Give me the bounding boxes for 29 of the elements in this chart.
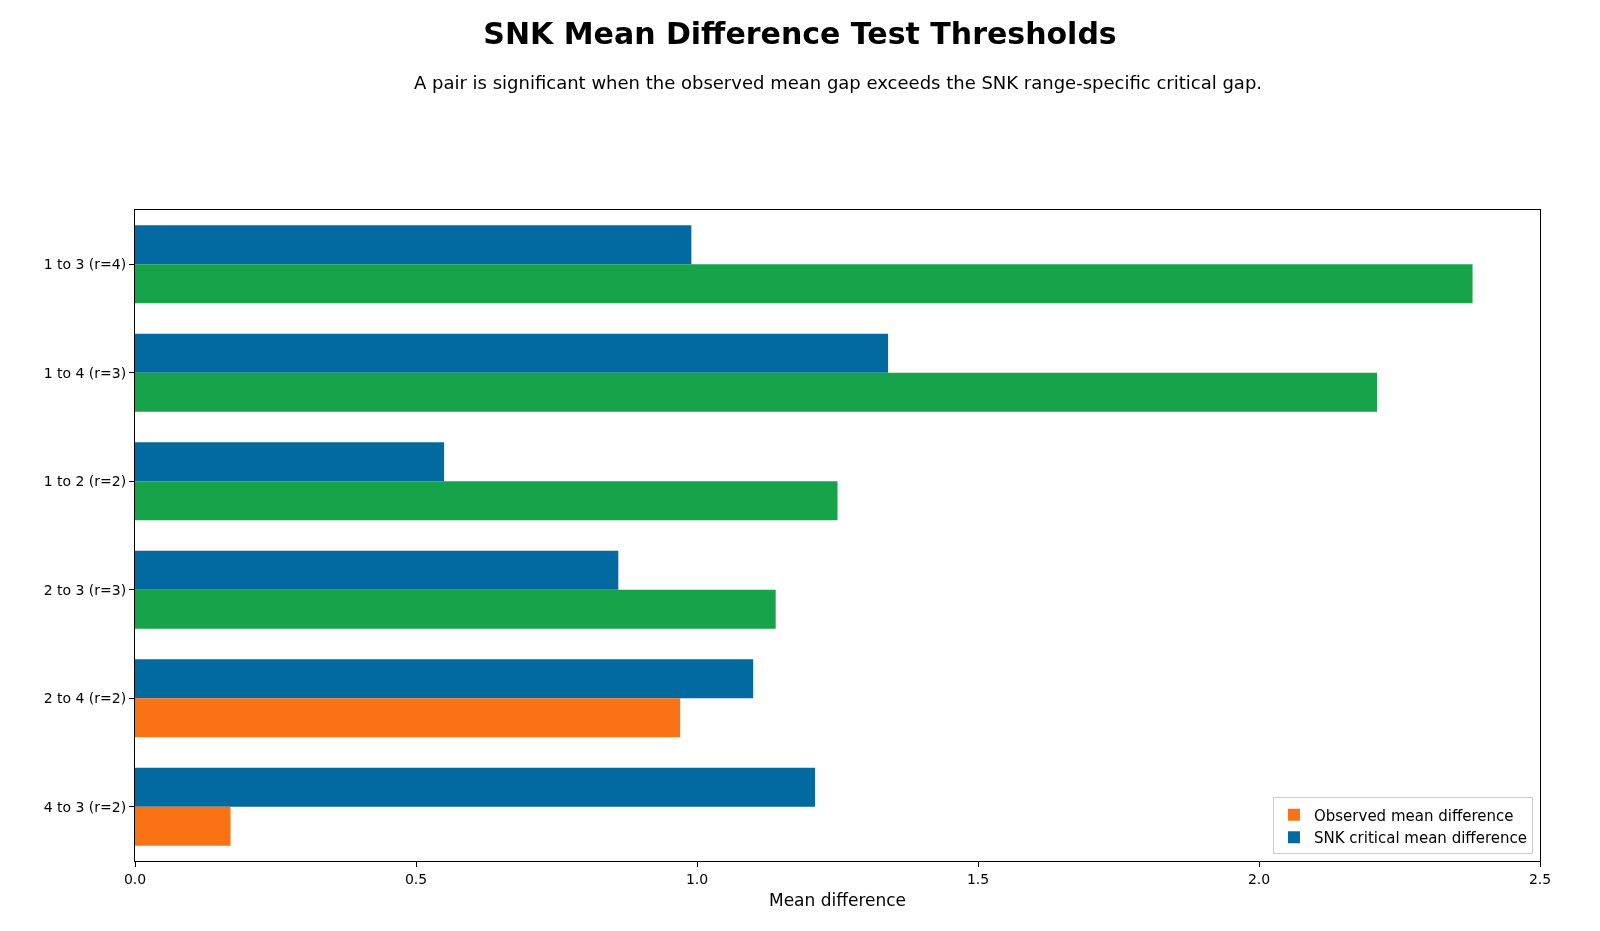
bar: [135, 442, 445, 482]
x-tick-label: 1.5: [966, 870, 990, 887]
legend-label: Observed mean difference: [1313, 806, 1514, 825]
y-tick-label: 2 to 3 (r=3): [43, 581, 127, 598]
x-axis-title: Mean difference: [768, 890, 907, 911]
x-tick-label: 0.5: [404, 870, 428, 887]
y-tick-label: 1 to 2 (r=2): [43, 473, 127, 490]
x-tick-label: 0.0: [123, 870, 147, 887]
x-tick-label: 2.5: [1528, 870, 1552, 887]
bar: [135, 481, 838, 521]
bar: [135, 333, 889, 373]
bar: [135, 659, 754, 699]
y-tick-label: 2 to 4 (r=2): [43, 690, 127, 707]
bar: [135, 264, 1473, 304]
x-tick-label: 1.0: [685, 870, 709, 887]
bar: [135, 767, 816, 807]
bar: [135, 589, 776, 629]
bar: [135, 225, 692, 265]
bar: [135, 372, 1378, 412]
y-tick-label: 4 to 3 (r=2): [43, 798, 127, 815]
y-tick-label: 1 to 4 (r=3): [43, 364, 127, 381]
bar: [135, 698, 681, 738]
legend-label: SNK critical mean difference: [1313, 829, 1527, 848]
y-tick-label: 1 to 3 (r=4): [43, 256, 127, 273]
bar: [135, 806, 231, 846]
chart-title: SNK Mean Difference Test Thresholds: [483, 16, 1117, 52]
chart-subtitle: A pair is significant when the observed mean gap exceeds the SNK range-specific critical gap.: [414, 72, 1263, 93]
x-tick-label: 2.0: [1247, 870, 1271, 887]
bar: [135, 550, 619, 590]
